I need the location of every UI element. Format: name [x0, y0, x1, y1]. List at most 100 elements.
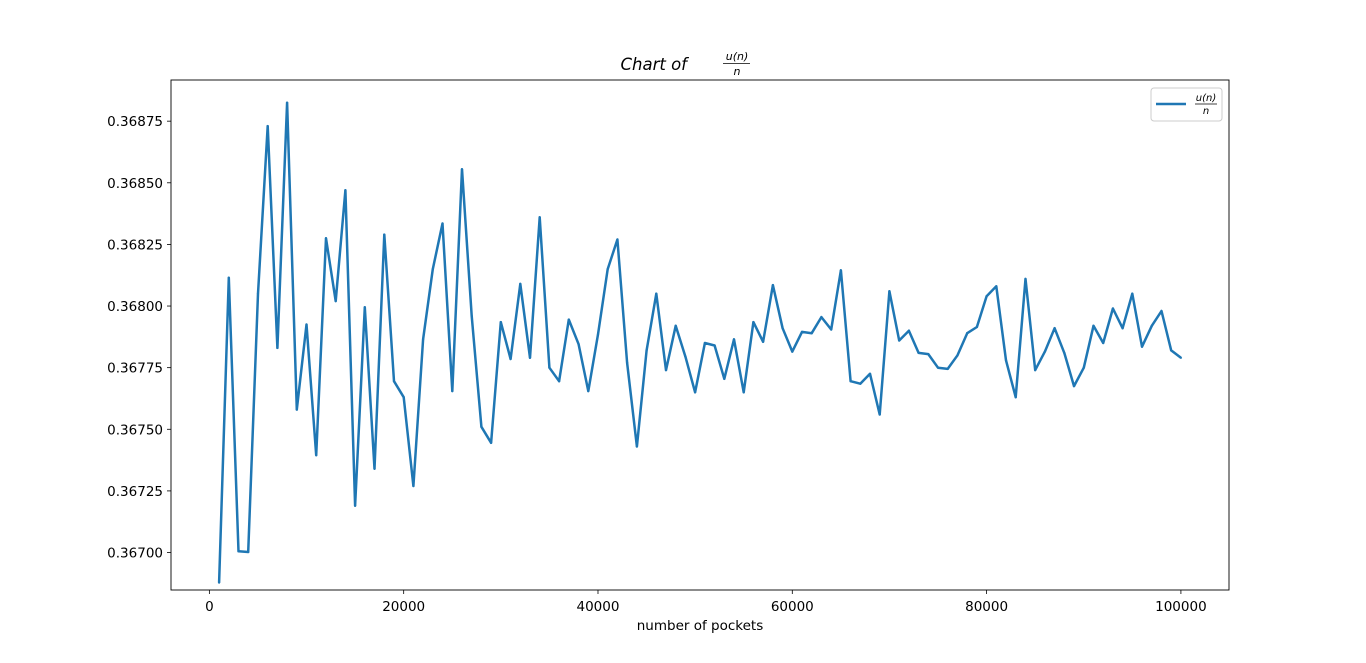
data-point: [878, 413, 881, 416]
data-point: [567, 318, 570, 321]
y-tick-label: 0.36825: [107, 237, 163, 253]
data-point: [1160, 309, 1163, 313]
data-point: [946, 367, 949, 370]
data-point: [674, 324, 677, 327]
y-axis-ticks: 0.36700 0.36725 0.36750 0.36775 0.36800 0.368…: [107, 114, 171, 562]
data-point: [732, 338, 736, 341]
data-point: [1111, 307, 1115, 310]
data-point: [247, 550, 250, 554]
data-point: [344, 189, 347, 192]
data-point: [285, 101, 289, 104]
plot-area: [170, 79, 1230, 591]
data-point: [324, 237, 328, 240]
data-point: [1092, 324, 1095, 327]
data-point: [1053, 327, 1056, 330]
data-point: [723, 377, 726, 380]
data-point: [1072, 385, 1076, 388]
data-point: [645, 349, 648, 352]
data-point: [936, 366, 940, 369]
series-layer: [217, 101, 1183, 584]
chart-title-text: Chart of: [621, 55, 690, 74]
data-point: [917, 351, 920, 354]
data-point: [966, 332, 969, 335]
data-point: [655, 292, 658, 295]
y-tick-label: 0.36800: [107, 299, 163, 315]
data-point: [859, 382, 862, 385]
data-point: [237, 550, 240, 553]
y-tick-label: 0.36775: [107, 361, 163, 377]
data-point: [606, 267, 609, 271]
chart-title: Chart of u(n) n: [621, 50, 750, 78]
title-fraction-denominator: n: [734, 65, 741, 78]
data-point: [694, 391, 697, 394]
legend-label-denominator: n: [1203, 106, 1209, 117]
data-point: [587, 389, 590, 393]
data-point: [1102, 341, 1105, 345]
data-point: [1063, 351, 1066, 354]
data-point: [684, 355, 687, 358]
data-point: [373, 467, 376, 470]
data-point: [470, 314, 473, 317]
x-tick-label: 80000: [965, 599, 1008, 615]
data-point: [800, 330, 804, 334]
data-point: [791, 350, 794, 353]
data-point: [1121, 327, 1124, 330]
data-point: [1004, 359, 1008, 362]
data-point: [1179, 356, 1183, 359]
data-point: [898, 339, 901, 342]
data-point: [363, 306, 366, 309]
data-point: [460, 168, 464, 171]
data-point: [742, 391, 745, 394]
x-tick-label: 0: [205, 599, 214, 615]
y-tick-label: 0.36875: [107, 114, 163, 130]
data-point: [771, 283, 774, 287]
data-point: [1170, 349, 1173, 352]
data-point: [762, 340, 765, 343]
data-point: [392, 380, 396, 383]
data-point: [820, 316, 823, 319]
data-point: [1140, 345, 1144, 348]
data-point: [781, 327, 784, 330]
data-point: [703, 341, 706, 345]
data-point: [548, 366, 551, 369]
data-point: [519, 282, 522, 285]
data-point: [256, 292, 260, 295]
x-tick-label: 20000: [382, 599, 425, 615]
data-point: [354, 504, 357, 507]
data-point: [849, 380, 852, 383]
data-point: [1014, 396, 1017, 399]
data-point: [402, 396, 405, 399]
data-point: [888, 290, 891, 293]
series-line-1: [217, 101, 1182, 583]
x-tick-label: 40000: [577, 599, 620, 615]
data-point: [985, 295, 988, 298]
data-point: [975, 325, 978, 329]
data-point: [664, 369, 668, 372]
data-point: [830, 328, 833, 331]
data-point: [305, 323, 308, 326]
data-point: [907, 329, 910, 332]
legend: u(n) n: [1150, 87, 1223, 122]
data-point: [441, 222, 444, 225]
data-point: [868, 372, 872, 375]
data-point: [1024, 277, 1027, 281]
data-point: [217, 581, 221, 584]
data-point: [635, 445, 638, 448]
data-point: [577, 343, 580, 346]
x-axis-label: number of pockets: [637, 618, 764, 634]
y-tick-label: 0.36750: [107, 422, 163, 438]
data-point: [480, 425, 483, 428]
data-point: [451, 389, 454, 393]
data-point: [334, 300, 337, 303]
data-point: [839, 269, 842, 272]
data-point: [956, 354, 959, 357]
x-tick-label: 100000: [1155, 599, 1207, 615]
data-point: [422, 338, 425, 341]
data-point: [927, 353, 930, 356]
data-point: [1043, 350, 1046, 353]
y-tick-label: 0.36850: [107, 176, 163, 192]
data-point: [596, 333, 600, 336]
data-point: [995, 285, 998, 288]
data-point: [431, 267, 434, 271]
data-point: [276, 346, 279, 350]
